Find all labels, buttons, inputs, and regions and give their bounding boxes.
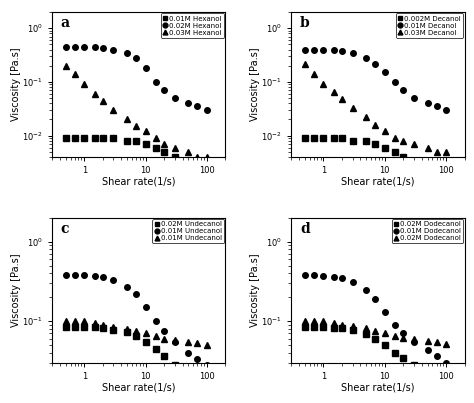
Y-axis label: Viscosity [Pa.s]: Viscosity [Pa.s] xyxy=(250,253,260,327)
X-axis label: Shear rate(1/s): Shear rate(1/s) xyxy=(341,177,415,186)
Y-axis label: Viscosity [Pa.s]: Viscosity [Pa.s] xyxy=(250,48,260,121)
Legend: 0.02M Undecanol, 0.01M Undecanol, 0.01M Undecanol: 0.02M Undecanol, 0.01M Undecanol, 0.01M … xyxy=(153,219,224,243)
X-axis label: Shear rate(1/s): Shear rate(1/s) xyxy=(102,382,175,392)
Legend: 0.02M Dodecanol, 0.01M Dodecanol, 0.02M Dodecanol: 0.02M Dodecanol, 0.01M Dodecanol, 0.02M … xyxy=(392,219,463,243)
Text: b: b xyxy=(300,17,310,31)
Text: d: d xyxy=(300,222,310,236)
Legend: 0.002M Decanol, 0.01M Decanol, 0.03M Decanol: 0.002M Decanol, 0.01M Decanol, 0.03M Dec… xyxy=(396,13,463,38)
Y-axis label: Viscosity [Pa.s]: Viscosity [Pa.s] xyxy=(11,48,21,121)
X-axis label: Shear rate(1/s): Shear rate(1/s) xyxy=(102,177,175,186)
Legend: 0.01M Hexanol, 0.02M Hexanol, 0.03M Hexanol: 0.01M Hexanol, 0.02M Hexanol, 0.03M Hexa… xyxy=(161,13,224,38)
Text: a: a xyxy=(61,17,70,31)
X-axis label: Shear rate(1/s): Shear rate(1/s) xyxy=(341,382,415,392)
Text: c: c xyxy=(61,222,69,236)
Y-axis label: Viscosity [Pa.s]: Viscosity [Pa.s] xyxy=(11,253,21,327)
